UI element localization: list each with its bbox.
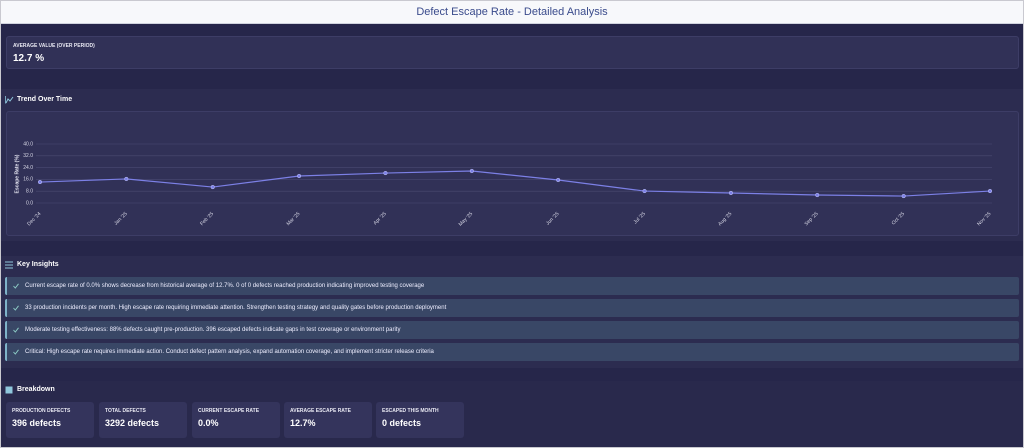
stat-value: 396 defects bbox=[12, 418, 62, 428]
stat-label: CURRENT ESCAPE RATE bbox=[198, 408, 260, 414]
data-point bbox=[37, 180, 43, 185]
x-tick-label: Sep '25 bbox=[803, 211, 819, 227]
summary-label: AVERAGE VALUE (OVER PERIOD) bbox=[13, 43, 95, 49]
stat-card: AVERAGE ESCAPE RATE 12.7% bbox=[284, 402, 372, 438]
data-point bbox=[124, 176, 129, 182]
stat-card: PRODUCTION DEFECTS 396 defects bbox=[6, 402, 94, 438]
list-icon bbox=[5, 261, 13, 269]
stat-card: ESCAPED THIS MONTH 0 defects bbox=[376, 402, 464, 438]
data-point bbox=[556, 177, 561, 183]
data-point bbox=[901, 194, 906, 199]
summary-card: AVERAGE VALUE (OVER PERIOD) 12.7 % bbox=[6, 36, 1019, 69]
y-tick-label: 8.0 bbox=[26, 189, 33, 195]
insight-text: 33 production incidents per month. High … bbox=[25, 305, 447, 311]
insight-text: Critical: High escape rate requires imme… bbox=[25, 349, 434, 355]
stat-value: 0.0% bbox=[198, 418, 219, 428]
data-point bbox=[210, 185, 215, 190]
check-icon bbox=[13, 283, 19, 289]
x-tick-label: Jul '25 bbox=[633, 211, 648, 226]
stat-card: TOTAL DEFECTS 3292 defects bbox=[99, 402, 187, 438]
section-title: Breakdown bbox=[17, 386, 55, 393]
data-point bbox=[815, 192, 820, 198]
x-tick-label: Mar '25 bbox=[286, 211, 302, 227]
section-title: Key Insights bbox=[17, 261, 59, 268]
insight-row: Current escape rate of 0.0% shows decrea… bbox=[5, 277, 1019, 295]
summary-value: 12.7 % bbox=[13, 53, 45, 64]
x-tick-label: Aug '25 bbox=[717, 211, 733, 227]
page-title: Defect Escape Rate - Detailed Analysis bbox=[1, 1, 1023, 24]
data-point bbox=[987, 189, 993, 194]
x-tick-label: Jun '25 bbox=[545, 211, 561, 227]
data-point bbox=[728, 190, 733, 196]
stat-label: TOTAL DEFECTS bbox=[105, 408, 146, 414]
data-point bbox=[297, 173, 302, 179]
y-axis-label: Escape Rate (%) bbox=[14, 154, 20, 193]
stat-label: ESCAPED THIS MONTH bbox=[382, 408, 439, 414]
check-icon bbox=[13, 327, 19, 333]
stat-label: AVERAGE ESCAPE RATE bbox=[290, 408, 351, 414]
insight-row: 33 production incidents per month. High … bbox=[5, 299, 1019, 317]
x-tick-label: Nov '25 bbox=[976, 211, 992, 227]
breakdown-icon bbox=[5, 386, 13, 394]
trend-section: Trend Over Time Escape Rate (%) 0.0 8.0 16… bbox=[1, 89, 1023, 241]
data-point bbox=[642, 189, 647, 194]
x-tick-label: Oct '25 bbox=[891, 211, 906, 226]
stat-value: 0 defects bbox=[382, 418, 422, 428]
chart: Escape Rate (%) 0.0 8.0 16.0 24.0 32.0 40.0 De… bbox=[14, 141, 993, 228]
insights-section: Key Insights Current escape rate of 0.0%… bbox=[1, 256, 1023, 368]
y-tick-label: 16.0 bbox=[23, 177, 33, 183]
data-point bbox=[469, 168, 474, 174]
chart-panel: Escape Rate (%) 0.0 8.0 16.0 24.0 32.0 40.0 De… bbox=[6, 111, 1019, 236]
x-tick-label: Jan '25 bbox=[113, 211, 129, 227]
check-icon bbox=[13, 349, 19, 355]
insight-row: Critical: High escape rate requires imme… bbox=[5, 343, 1019, 361]
trend-icon bbox=[5, 96, 14, 104]
x-tick-label: Feb '25 bbox=[199, 211, 215, 227]
stat-card: CURRENT ESCAPE RATE 0.0% bbox=[192, 402, 280, 438]
y-tick-label: 0.0 bbox=[26, 200, 33, 206]
stat-label: PRODUCTION DEFECTS bbox=[12, 408, 71, 414]
stat-value: 3292 defects bbox=[105, 418, 160, 428]
check-icon bbox=[13, 305, 19, 311]
insight-text: Moderate testing effectiveness: 88% defe… bbox=[25, 327, 401, 333]
x-tick-label: May '25 bbox=[458, 211, 475, 228]
x-tick-label: Dec '24 bbox=[26, 211, 42, 227]
section-title: Trend Over Time bbox=[17, 96, 73, 103]
x-tick-label: Apr '25 bbox=[372, 211, 387, 226]
insight-text: Current escape rate of 0.0% shows decrea… bbox=[25, 283, 425, 289]
stat-value: 12.7% bbox=[290, 418, 316, 428]
y-tick-label: 24.0 bbox=[23, 165, 33, 171]
y-tick-label: 40.0 bbox=[23, 141, 33, 147]
data-point bbox=[383, 171, 388, 176]
insight-row: Moderate testing effectiveness: 88% defe… bbox=[5, 321, 1019, 339]
y-tick-label: 32.0 bbox=[23, 153, 33, 159]
trend-line bbox=[39, 170, 991, 197]
